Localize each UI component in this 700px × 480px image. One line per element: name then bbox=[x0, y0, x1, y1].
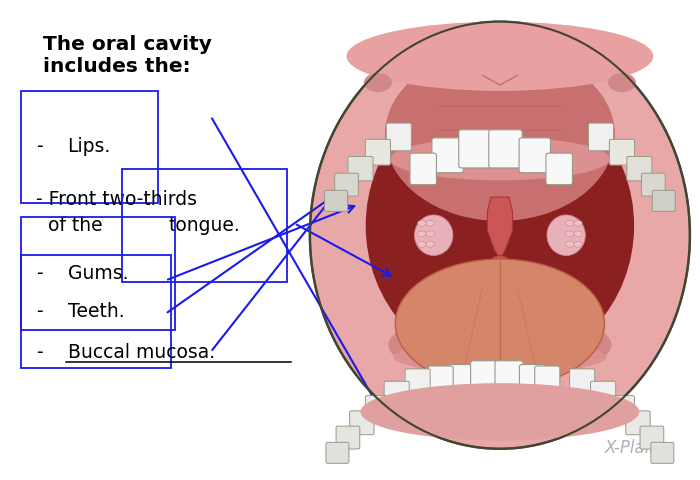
Ellipse shape bbox=[310, 22, 690, 449]
Ellipse shape bbox=[364, 73, 392, 92]
Ellipse shape bbox=[574, 231, 582, 237]
Text: - Front two-thirds: - Front two-thirds bbox=[36, 190, 197, 209]
Text: Lips.: Lips. bbox=[68, 137, 111, 156]
Ellipse shape bbox=[566, 220, 574, 226]
FancyBboxPatch shape bbox=[448, 364, 475, 395]
Ellipse shape bbox=[574, 220, 582, 226]
FancyBboxPatch shape bbox=[626, 411, 650, 435]
FancyBboxPatch shape bbox=[365, 396, 391, 420]
FancyBboxPatch shape bbox=[350, 411, 374, 435]
FancyBboxPatch shape bbox=[335, 173, 358, 196]
FancyBboxPatch shape bbox=[428, 366, 453, 395]
Ellipse shape bbox=[566, 231, 574, 237]
FancyBboxPatch shape bbox=[405, 369, 430, 396]
FancyBboxPatch shape bbox=[384, 381, 409, 407]
FancyBboxPatch shape bbox=[365, 139, 391, 165]
Text: Gums.: Gums. bbox=[68, 264, 128, 283]
Text: -: - bbox=[36, 343, 43, 361]
Ellipse shape bbox=[426, 220, 435, 226]
Ellipse shape bbox=[360, 383, 639, 441]
FancyBboxPatch shape bbox=[641, 173, 665, 196]
FancyBboxPatch shape bbox=[386, 123, 412, 151]
Text: Buccal mucosa.: Buccal mucosa. bbox=[68, 343, 215, 361]
FancyBboxPatch shape bbox=[325, 191, 348, 211]
Text: tongue.: tongue. bbox=[169, 216, 241, 235]
Ellipse shape bbox=[365, 83, 634, 369]
Ellipse shape bbox=[566, 241, 574, 247]
FancyBboxPatch shape bbox=[640, 426, 664, 449]
Ellipse shape bbox=[390, 137, 610, 180]
FancyBboxPatch shape bbox=[432, 138, 463, 173]
FancyBboxPatch shape bbox=[610, 139, 634, 165]
FancyBboxPatch shape bbox=[489, 130, 522, 168]
Polygon shape bbox=[487, 197, 512, 259]
Ellipse shape bbox=[418, 231, 426, 237]
FancyBboxPatch shape bbox=[610, 396, 634, 420]
FancyBboxPatch shape bbox=[348, 156, 373, 181]
Text: Teeth.: Teeth. bbox=[68, 302, 125, 321]
FancyBboxPatch shape bbox=[410, 153, 437, 185]
Ellipse shape bbox=[491, 255, 509, 267]
Ellipse shape bbox=[414, 215, 453, 255]
Ellipse shape bbox=[426, 241, 435, 247]
FancyBboxPatch shape bbox=[652, 191, 676, 211]
FancyBboxPatch shape bbox=[519, 138, 550, 173]
FancyBboxPatch shape bbox=[546, 153, 573, 185]
Ellipse shape bbox=[385, 49, 615, 221]
FancyBboxPatch shape bbox=[336, 426, 360, 449]
FancyBboxPatch shape bbox=[626, 156, 652, 181]
Text: of the: of the bbox=[36, 216, 109, 235]
FancyBboxPatch shape bbox=[591, 381, 615, 407]
FancyBboxPatch shape bbox=[470, 361, 498, 392]
FancyBboxPatch shape bbox=[458, 130, 492, 168]
Ellipse shape bbox=[393, 340, 606, 373]
Ellipse shape bbox=[418, 220, 426, 226]
FancyBboxPatch shape bbox=[495, 361, 523, 392]
FancyBboxPatch shape bbox=[651, 443, 674, 463]
FancyBboxPatch shape bbox=[326, 443, 349, 463]
FancyBboxPatch shape bbox=[570, 369, 595, 396]
Ellipse shape bbox=[395, 259, 605, 388]
Text: -: - bbox=[36, 302, 43, 321]
Ellipse shape bbox=[346, 22, 653, 91]
FancyBboxPatch shape bbox=[535, 366, 560, 395]
Text: The oral cavity
includes the:: The oral cavity includes the: bbox=[43, 35, 212, 76]
Ellipse shape bbox=[574, 241, 582, 247]
Ellipse shape bbox=[608, 73, 636, 92]
Ellipse shape bbox=[389, 312, 612, 378]
Ellipse shape bbox=[418, 241, 426, 247]
Text: X-Plain: X-Plain bbox=[604, 439, 660, 457]
Text: -: - bbox=[36, 264, 43, 283]
Ellipse shape bbox=[426, 231, 435, 237]
FancyBboxPatch shape bbox=[519, 364, 546, 395]
Ellipse shape bbox=[547, 215, 585, 255]
FancyBboxPatch shape bbox=[589, 123, 613, 151]
Text: -: - bbox=[36, 137, 43, 156]
